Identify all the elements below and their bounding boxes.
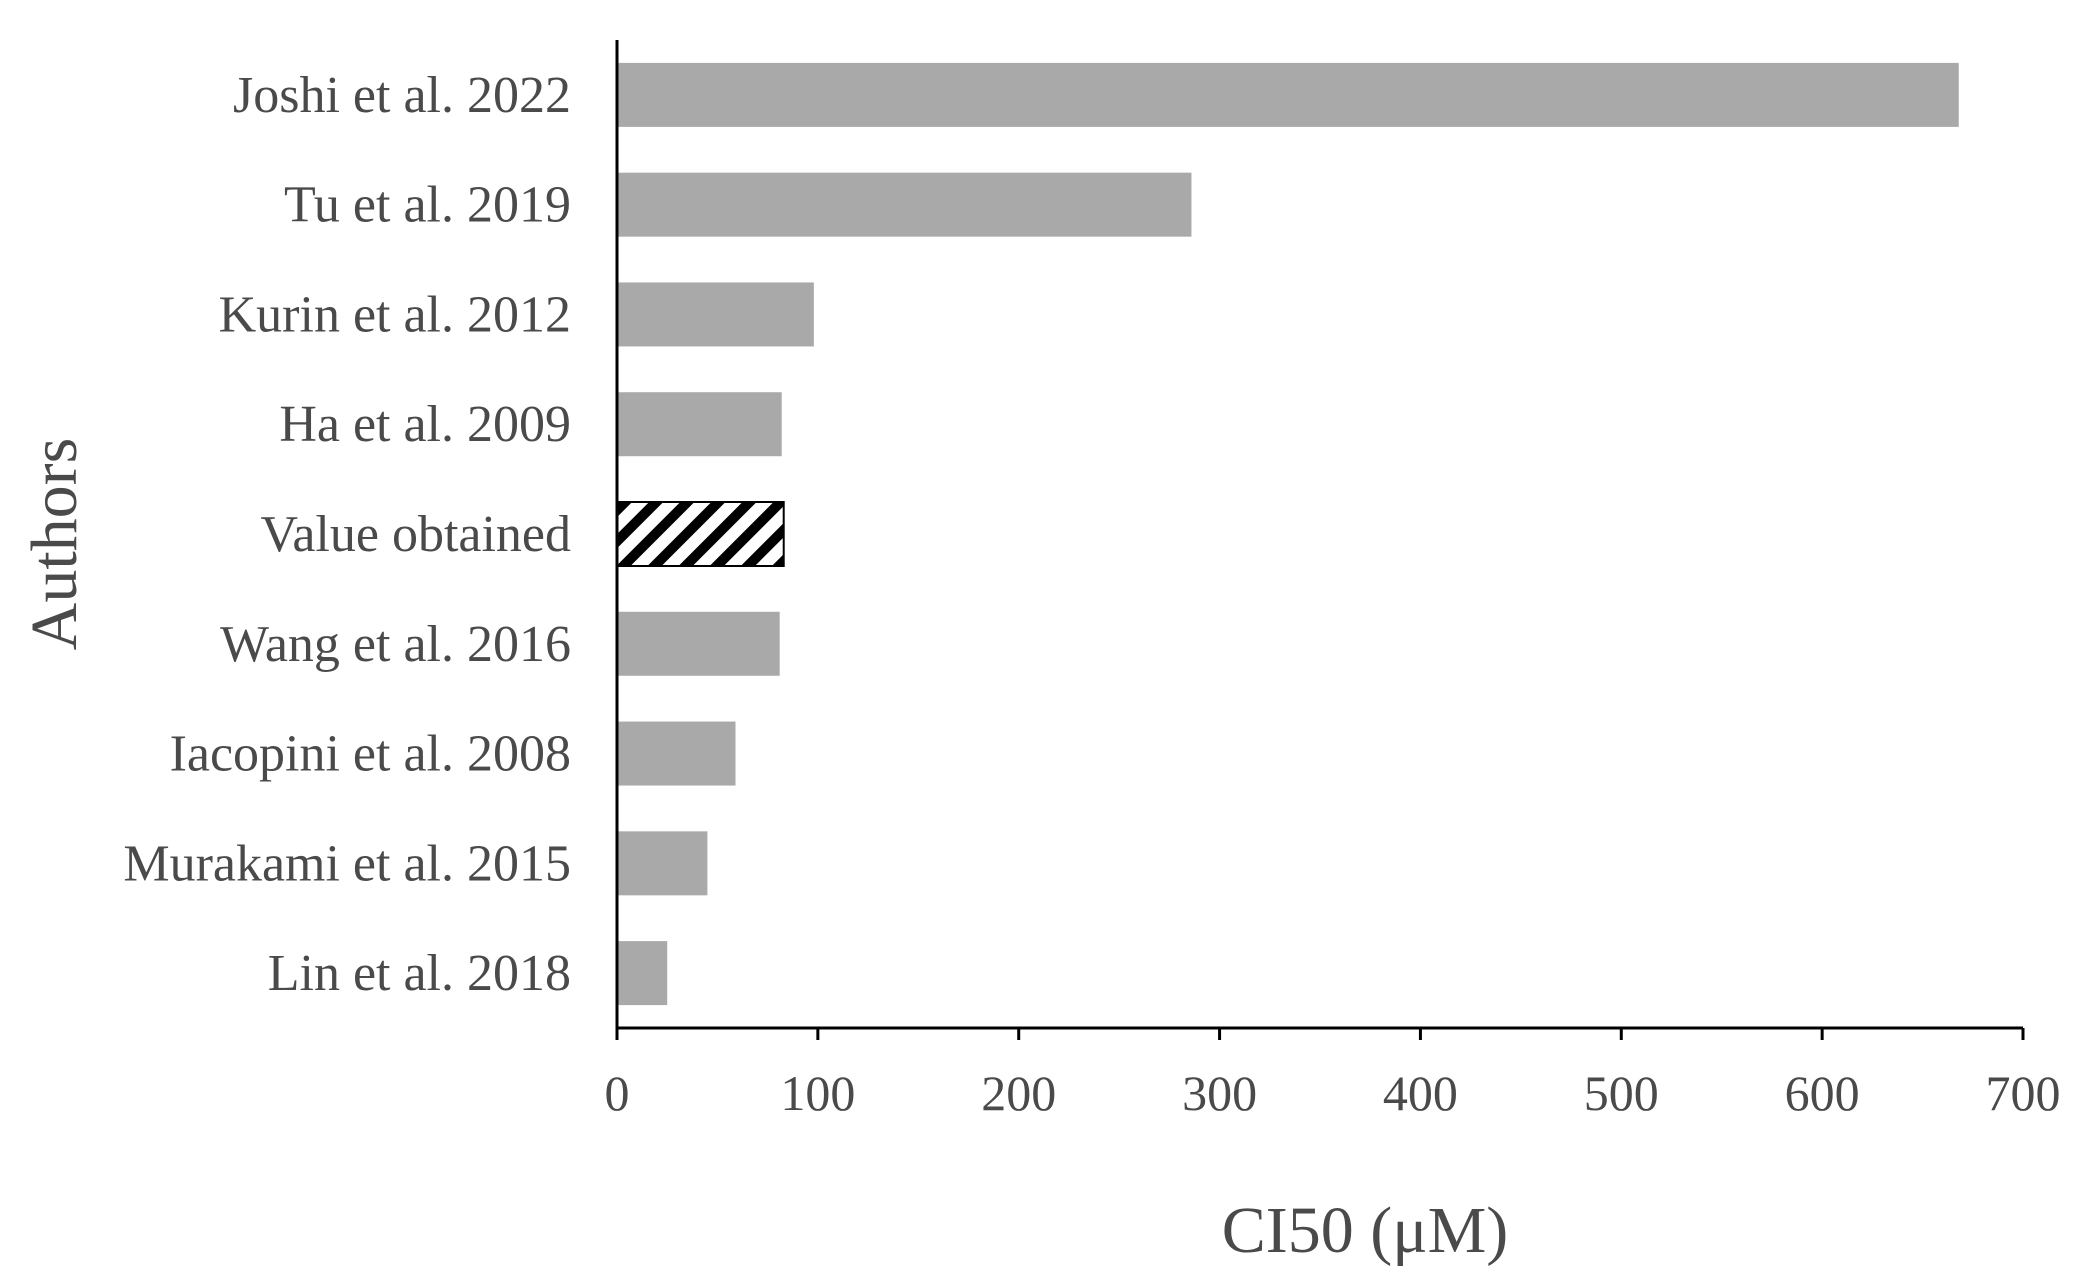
- bar-joshi-et-al-2022: [617, 62, 1959, 127]
- x-tick-label: 700: [1986, 1065, 2061, 1121]
- category-labels: Joshi et al. 2022 Tu et al. 2019 Kurin et …: [123, 67, 571, 1002]
- x-tick-label: 200: [981, 1065, 1056, 1121]
- bar-tu-et-al-2019: [617, 172, 1192, 237]
- category-label: Kurin et al. 2012: [219, 286, 571, 343]
- bar-murakami-et-al-2015: [617, 831, 708, 896]
- category-label: Lin et al. 2018: [268, 945, 571, 1002]
- x-tick-label: 400: [1383, 1065, 1458, 1121]
- bar-kurin-et-al-2012: [617, 282, 814, 347]
- category-label: Tu et al. 2019: [284, 177, 571, 234]
- x-tick-label: 500: [1584, 1065, 1659, 1121]
- bar-wang-et-al-2016: [617, 611, 780, 676]
- category-label: Value obtained: [261, 506, 571, 563]
- x-tick-label: 300: [1182, 1065, 1257, 1121]
- x-tick-label: 0: [605, 1065, 630, 1121]
- category-label: Wang et al. 2016: [220, 616, 571, 673]
- y-axis-title: Authors: [18, 438, 91, 651]
- x-axis-title: CI50 (μM): [1222, 1194, 1509, 1267]
- x-tick-label: 600: [1785, 1065, 1860, 1121]
- category-label: Ha et al. 2009: [279, 396, 571, 453]
- bar-ha-et-al-2009: [617, 392, 782, 457]
- x-tick-label: 100: [780, 1065, 855, 1121]
- bar-value-obtained: [616, 501, 785, 567]
- bars-group: [616, 62, 1959, 1006]
- bar-lin-et-al-2018: [617, 941, 668, 1006]
- bar-iacopini-et-al-2008: [617, 721, 736, 786]
- category-label: Iacopini et al. 2008: [170, 726, 571, 783]
- category-label: Joshi et al. 2022: [233, 67, 571, 124]
- x-ticks: 0 100 200 300 400 500 600 700: [605, 1028, 2061, 1121]
- category-label: Murakami et al. 2015: [123, 835, 571, 892]
